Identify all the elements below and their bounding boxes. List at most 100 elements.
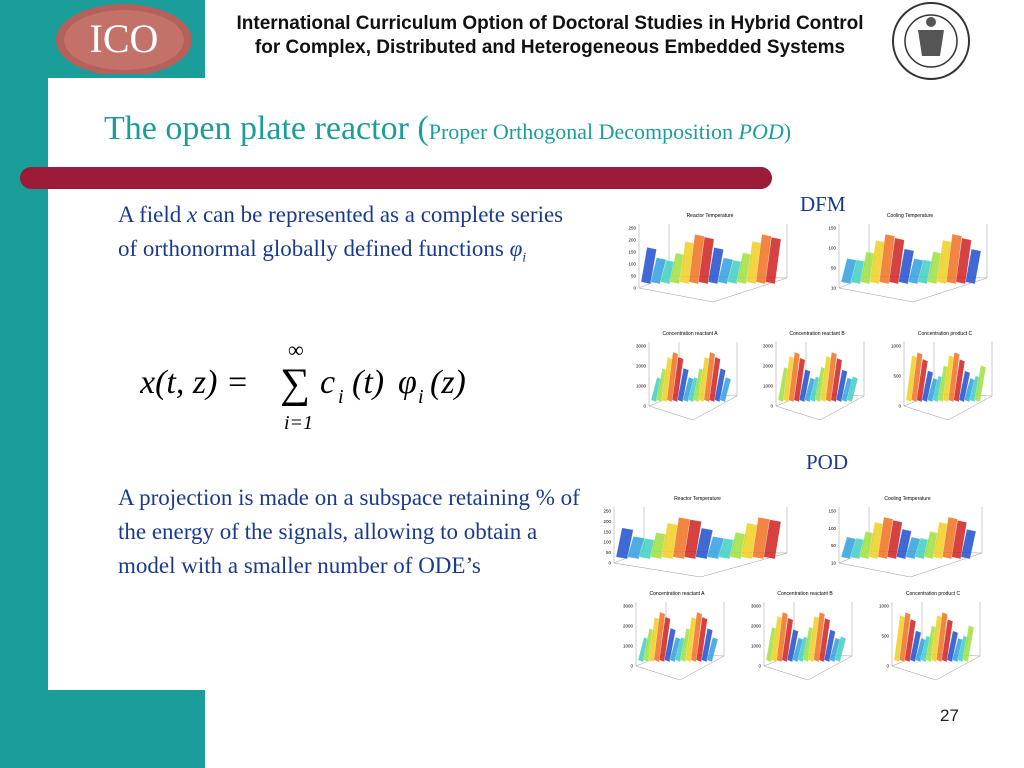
z-tick-label: 200 bbox=[603, 519, 611, 524]
surface-strip bbox=[965, 248, 982, 285]
logo-text: ICO bbox=[90, 16, 159, 61]
surface-strip bbox=[771, 615, 783, 663]
surface-strip bbox=[846, 376, 859, 403]
z-tick-label: 150 bbox=[628, 250, 636, 255]
surface-strip bbox=[793, 357, 806, 403]
z-tick-label: 3000 bbox=[751, 604, 762, 609]
surface-strip bbox=[808, 615, 820, 663]
z-tick-label: 2000 bbox=[623, 624, 634, 629]
surface-strip bbox=[859, 251, 876, 285]
surface-strip bbox=[726, 259, 743, 285]
group-label: DFM bbox=[800, 192, 846, 216]
surface-strip bbox=[703, 351, 716, 403]
surface-strip bbox=[698, 236, 715, 285]
eq-sum: ∑ bbox=[280, 361, 310, 407]
surface-strip bbox=[718, 538, 736, 560]
surface-strip bbox=[717, 257, 734, 285]
paragraph: A projection is made on a subspace retai… bbox=[118, 485, 580, 578]
surface-strip bbox=[685, 616, 698, 663]
z-tick-label: 100 bbox=[603, 540, 611, 545]
surface-strip bbox=[627, 536, 645, 560]
surface-strip bbox=[942, 516, 958, 560]
z-tick-label: 10 bbox=[831, 561, 837, 566]
surface-strip bbox=[960, 529, 977, 560]
surface-strip bbox=[653, 611, 666, 663]
surface-strip bbox=[695, 527, 714, 560]
surface-strip bbox=[714, 368, 726, 403]
surface-strip bbox=[905, 536, 921, 560]
eq-t: (t) bbox=[352, 364, 384, 401]
plot-title: Reactor Temperature bbox=[687, 213, 734, 219]
surface-strip bbox=[886, 520, 903, 560]
z-tick-label: 200 bbox=[628, 238, 636, 243]
surface-strip bbox=[830, 357, 843, 403]
z-tick-label: 50 bbox=[831, 543, 837, 548]
surface-strip bbox=[706, 536, 725, 560]
surface-strip bbox=[804, 377, 816, 403]
surface-strip bbox=[658, 616, 671, 663]
surface-strip bbox=[746, 240, 763, 285]
header-line: International Curriculum Option of Docto… bbox=[236, 13, 864, 34]
surface-plot: Reactor Temperature 250 200 150 100 50 0 bbox=[628, 213, 788, 303]
z-tick-label: 1000 bbox=[623, 644, 634, 649]
surface-strip bbox=[736, 252, 753, 285]
surface-strip bbox=[666, 351, 679, 403]
plot-title: Concentration reactant B bbox=[777, 591, 833, 597]
surface-strip bbox=[930, 614, 943, 663]
z-tick-label: 100 bbox=[828, 246, 836, 251]
z-tick-label: 500 bbox=[881, 634, 889, 639]
z-tick-label: 0 bbox=[886, 664, 889, 669]
surface-strip bbox=[669, 252, 686, 285]
surface-strip bbox=[690, 611, 703, 663]
surface-strip bbox=[763, 519, 782, 560]
surface-strip bbox=[672, 517, 691, 560]
z-tick-label: 10 bbox=[831, 286, 837, 291]
z-tick-label: 250 bbox=[603, 509, 611, 514]
surface-strip bbox=[958, 370, 971, 403]
surface-strip bbox=[729, 532, 748, 560]
title-main: The open plate reactor ( bbox=[104, 110, 429, 147]
surface-strip bbox=[926, 251, 943, 285]
surface-strip bbox=[850, 537, 866, 560]
surface-strip bbox=[914, 537, 931, 560]
surface-strip bbox=[946, 630, 959, 663]
z-tick-label: 0 bbox=[630, 664, 633, 669]
page-number: 27 bbox=[940, 706, 959, 725]
surface-strip bbox=[698, 356, 711, 403]
surface-strip bbox=[974, 365, 987, 403]
surface-strip bbox=[955, 237, 972, 285]
surface-strip bbox=[765, 236, 782, 285]
surface-strip bbox=[898, 248, 915, 285]
eq-lower: i=1 bbox=[284, 412, 313, 434]
z-tick-label: 2000 bbox=[751, 624, 762, 629]
surface-strip bbox=[869, 240, 886, 285]
plot-title: Concentration reactant A bbox=[662, 331, 718, 337]
surface-plot: Concentration product C 1000 500 0 bbox=[891, 331, 993, 421]
surface-plot: Cooling Temperature 150 100 50 10 bbox=[828, 496, 983, 578]
plot-title: Reactor Temperature bbox=[674, 496, 721, 502]
surface-strip bbox=[671, 356, 684, 403]
surface-strip bbox=[835, 369, 848, 403]
surface-strip bbox=[701, 628, 713, 663]
surface-strip bbox=[877, 516, 894, 560]
surface-strip bbox=[798, 369, 811, 403]
surface-strip bbox=[899, 612, 911, 663]
surface-strip bbox=[781, 617, 794, 663]
surface-strip bbox=[879, 233, 896, 285]
surface-strip bbox=[640, 247, 657, 285]
text: can be represented as a complete series … bbox=[118, 202, 564, 261]
surface-plot: Concentration reactant A 3000 2000 1000 0 bbox=[623, 591, 725, 681]
surface-strip bbox=[888, 237, 905, 285]
surface-strip bbox=[669, 636, 682, 663]
surface-strip bbox=[719, 376, 732, 403]
ico-logo: ICO bbox=[56, 4, 192, 74]
z-tick-label: 0 bbox=[758, 664, 761, 669]
surface-strip bbox=[788, 351, 801, 403]
surface-strip bbox=[841, 377, 853, 403]
surface-strip bbox=[942, 354, 955, 403]
surface-strip bbox=[916, 358, 929, 403]
surface-strip bbox=[941, 619, 954, 663]
z-tick-label: 1000 bbox=[636, 384, 647, 389]
surface-strip bbox=[896, 528, 912, 560]
eq-phi: φ bbox=[398, 364, 417, 401]
